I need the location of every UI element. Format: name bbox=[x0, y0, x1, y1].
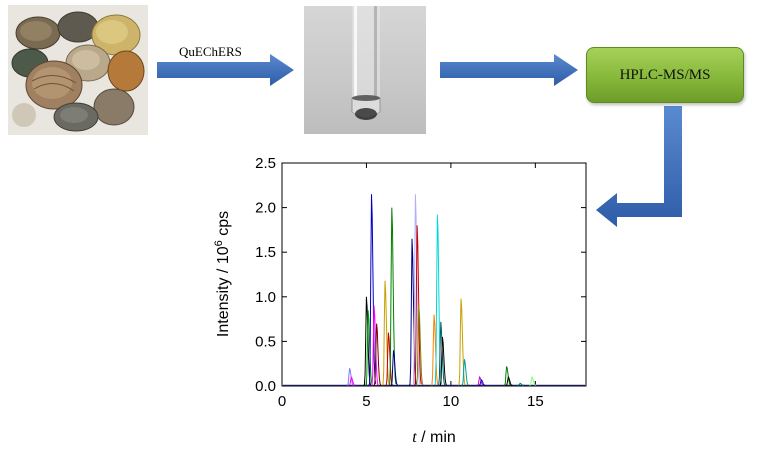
arrow-right-icon bbox=[157, 54, 294, 86]
x-tick-label: 10 bbox=[443, 393, 460, 410]
y-tick-label: 1.5 bbox=[255, 244, 276, 261]
chromatogram-peak bbox=[462, 359, 469, 385]
y-tick-label: 2.0 bbox=[255, 200, 276, 217]
y-tick-label: 2.5 bbox=[255, 155, 276, 172]
chromatogram-peak bbox=[435, 215, 442, 385]
instrument-label: HPLC-MS/MS bbox=[620, 67, 711, 84]
y-tick-label: 0.5 bbox=[255, 333, 276, 350]
test-tube-photo bbox=[304, 6, 426, 134]
chromatogram-peak bbox=[431, 315, 438, 386]
arrow-down-left-icon bbox=[596, 106, 682, 227]
hplc-ms-ms-box: HPLC-MS/MS bbox=[586, 47, 744, 103]
chromatogram-peak bbox=[369, 194, 376, 385]
y-tick-label: 0.0 bbox=[255, 378, 276, 395]
chromatogram-peak bbox=[458, 299, 465, 386]
x-tick-label: 15 bbox=[527, 393, 544, 410]
y-tick-label: 1.0 bbox=[255, 289, 276, 306]
x-axis-label: t / min bbox=[412, 429, 456, 446]
chromatogram-chart: 0.0 0.5 1.0 1.5 2.0 2.5 0 5 10 15 Intensity / 10… bbox=[200, 150, 600, 450]
y-axis-label: Intensity / 106 cps bbox=[213, 211, 232, 337]
x-tick-label: 0 bbox=[278, 393, 286, 410]
x-tick-label: 5 bbox=[362, 393, 370, 410]
arrow-right-icon bbox=[440, 54, 578, 86]
plot-frame bbox=[282, 163, 586, 386]
chromatogram-peak bbox=[391, 350, 398, 385]
